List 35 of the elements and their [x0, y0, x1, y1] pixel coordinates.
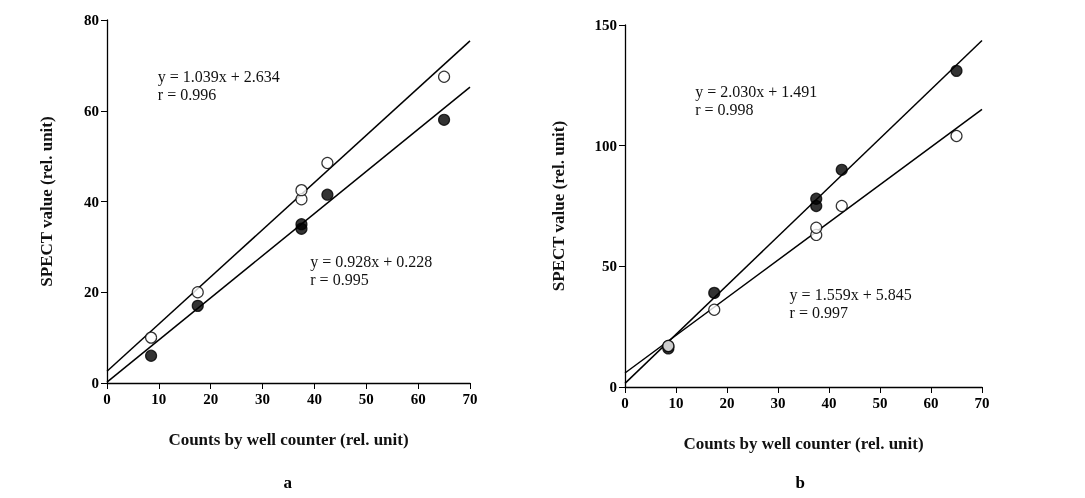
y-axis-title: SPECT value (rel. unit) [37, 116, 56, 287]
x-tick-label: 70 [462, 390, 478, 407]
y-tick-label: 150 [594, 17, 617, 33]
x-tick-label: 30 [255, 390, 271, 407]
x-tick-label: 30 [770, 394, 786, 411]
y-tick-label: 40 [84, 193, 99, 210]
x-axis-title: Counts by well counter (rel. unit) [168, 430, 409, 449]
x-tick-label: 20 [203, 390, 219, 407]
y-tick-label: 60 [84, 102, 99, 119]
annotation: y = 0.928x + 0.228 r = 0.995 [310, 252, 433, 288]
x-tick-label: 50 [872, 394, 888, 411]
y-tick-label: 80 [84, 12, 99, 28]
text: a [283, 473, 293, 492]
y-axis-title: SPECT value (rel. unit) [549, 120, 568, 292]
annotation: y = 2.030x + 1.491 r = 0.998 [695, 83, 818, 119]
text: b [795, 473, 805, 492]
x-tick-label: 40 [821, 394, 837, 411]
annotation: y = 1.039x + 2.634 r = 0.996 [157, 67, 280, 103]
x-axis-title: Counts by well counter (rel. unit) [683, 434, 924, 453]
x-tick-label: 0 [621, 394, 629, 411]
x-tick-label: 10 [668, 394, 684, 411]
x-tick-label: 50 [358, 390, 374, 407]
y-tick-label: 20 [84, 284, 99, 301]
annotation: y = 1.559x + 5.845 r = 0.997 [789, 286, 912, 322]
x-tick-label: 60 [923, 394, 939, 411]
x-tick-label: 60 [410, 390, 426, 407]
x-tick-label: 0 [103, 390, 111, 407]
y-tick-label: 0 [91, 375, 99, 391]
x-tick-label: 10 [151, 390, 167, 407]
y-tick-label: 0 [609, 379, 617, 395]
x-tick-label: 20 [719, 394, 735, 411]
x-tick-label: 40 [306, 390, 322, 407]
x-tick-label: 70 [974, 394, 990, 411]
y-tick-label: 100 [594, 137, 617, 154]
y-tick-label: 50 [602, 258, 617, 275]
